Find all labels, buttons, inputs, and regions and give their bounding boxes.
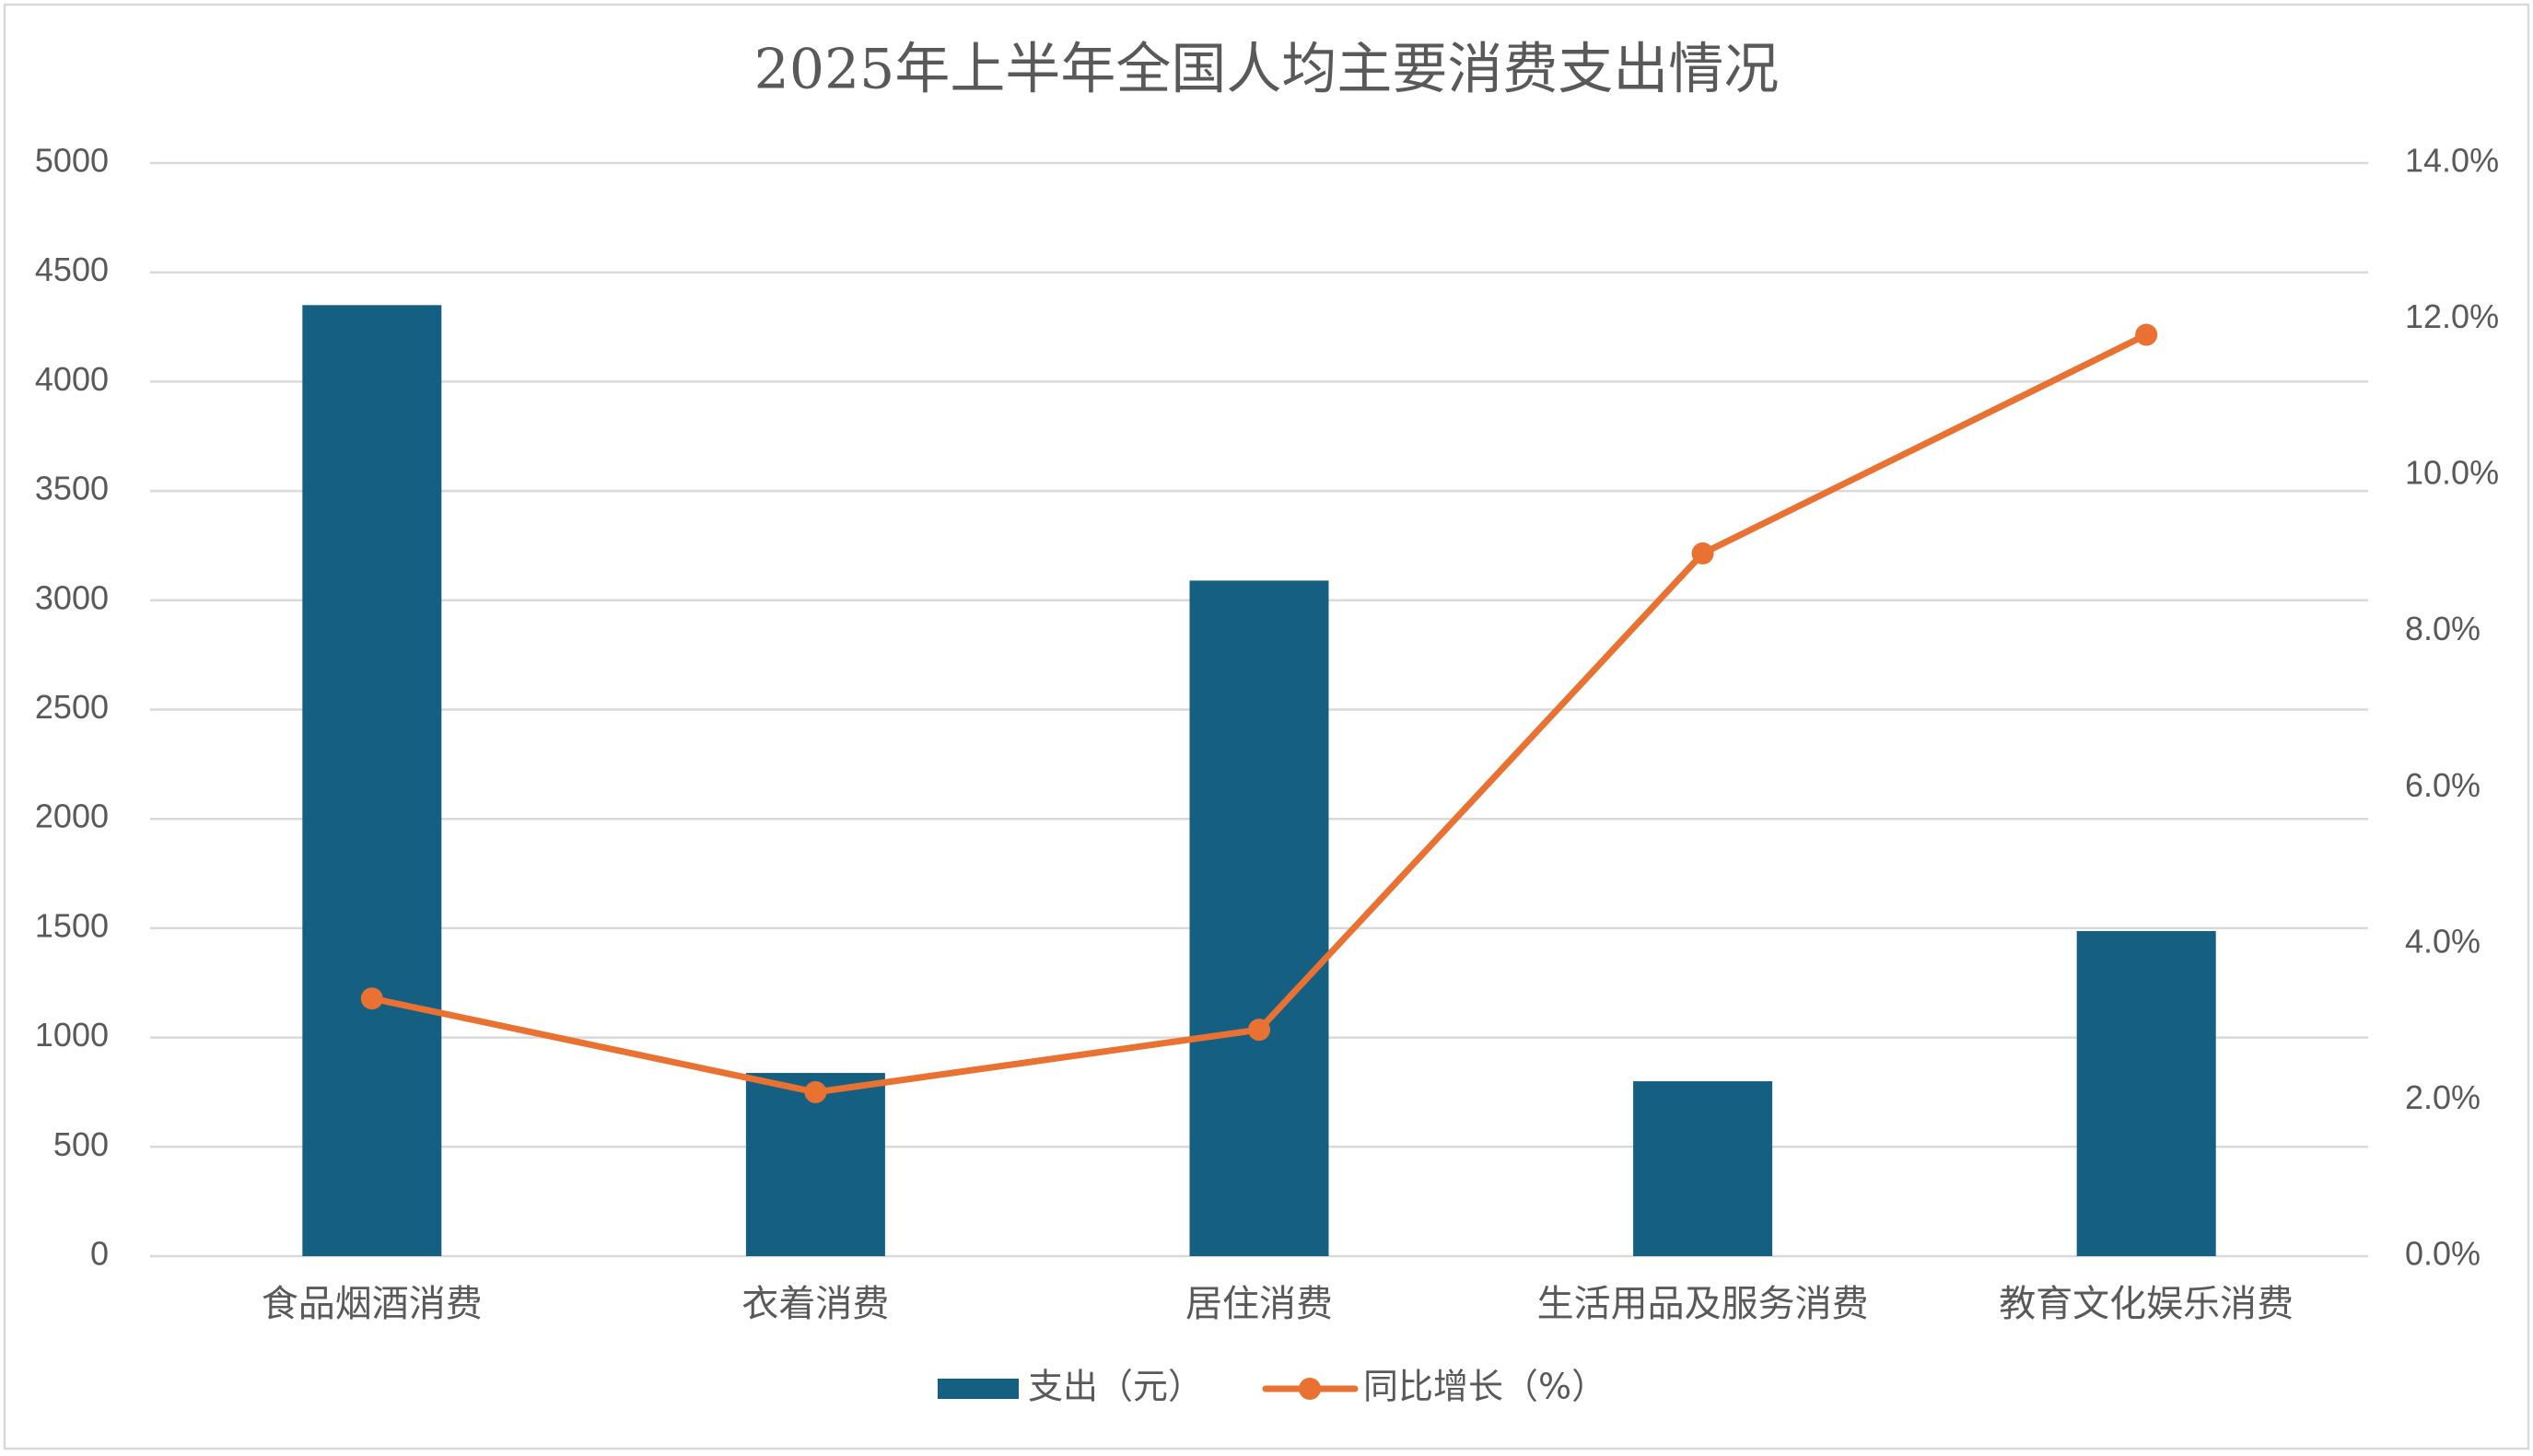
left-axis-tick-label: 5000 [35, 142, 109, 180]
category-label: 衣着消费 [741, 1283, 889, 1325]
left-axis-tick-label: 1500 [35, 906, 109, 944]
right-axis-tick-label: 14.0% [2405, 142, 2499, 180]
line-series [360, 323, 2158, 1103]
legend-bar-swatch [938, 1379, 1019, 1399]
expenditure-bar [302, 305, 442, 1256]
right-axis-tick-label: 8.0% [2405, 610, 2480, 647]
right-axis-tick-label: 4.0% [2405, 922, 2480, 960]
category-label: 生活用品及服务消费 [1537, 1283, 1869, 1325]
right-axis-tick-label: 0.0% [2405, 1235, 2480, 1273]
right-axis-tick-label: 6.0% [2405, 766, 2480, 804]
legend-label: 支出（元） [1028, 1367, 1203, 1407]
legend: 支出（元） 同比增长（%） [938, 1367, 1606, 1407]
left-axis-tick-label: 3000 [35, 578, 109, 616]
left-axis-tick-label: 3500 [35, 470, 109, 507]
growth-marker [2135, 323, 2158, 346]
category-label: 食品烟酒消费 [262, 1283, 483, 1325]
expenditure-bar [745, 1073, 885, 1256]
growth-marker [804, 1080, 827, 1103]
expenditure-bar [1189, 580, 1329, 1256]
expenditure-bar [2076, 930, 2216, 1256]
category-label: 居住消费 [1185, 1283, 1333, 1325]
legend-label: 同比增长（%） [1363, 1367, 1606, 1407]
left-axis-tick-label: 1000 [35, 1016, 109, 1054]
growth-marker [1691, 542, 1714, 565]
category-label: 教育文化娱乐消费 [1999, 1283, 2294, 1325]
left-axis-tick-label: 4000 [35, 360, 109, 398]
legend-marker-swatch [1299, 1378, 1321, 1400]
right-axis-tick-label: 10.0% [2405, 454, 2499, 492]
growth-marker [360, 987, 383, 1010]
expenditure-bar [1633, 1081, 1773, 1256]
chart-title: 2025年上半年全国人均主要消费支出情况 [754, 38, 1780, 102]
left-axis-tick-label: 2000 [35, 798, 109, 835]
left-axis-tick-label: 500 [53, 1125, 109, 1163]
chart-border [3, 3, 2530, 1450]
right-axis: 0.0% 2.0% 4.0% 6.0% 8.0% 10.0% 12.0% 14.0% [2405, 142, 2499, 1273]
gridlines [150, 161, 2368, 1258]
right-axis-tick-label: 12.0% [2405, 297, 2499, 335]
bar-series [302, 305, 2216, 1256]
left-axis: 0 500 1000 1500 2000 2500 3000 3500 4000 4500 5000 [35, 142, 109, 1273]
right-axis-tick-label: 2.0% [2405, 1078, 2480, 1116]
category-axis: 食品烟酒消费 衣着消费 居住消费 生活用品及服务消费 教育文化娱乐消费 [262, 1283, 2294, 1325]
left-axis-tick-label: 4500 [35, 250, 109, 288]
left-axis-tick-label: 0 [90, 1235, 109, 1273]
growth-marker [1248, 1019, 1270, 1042]
left-axis-tick-label: 2500 [35, 688, 109, 726]
